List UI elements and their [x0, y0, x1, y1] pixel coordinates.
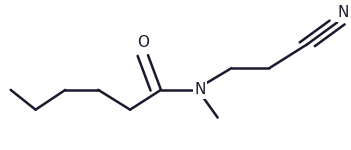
Text: O: O — [137, 35, 149, 50]
Text: N: N — [194, 82, 205, 97]
Text: N: N — [337, 5, 349, 20]
